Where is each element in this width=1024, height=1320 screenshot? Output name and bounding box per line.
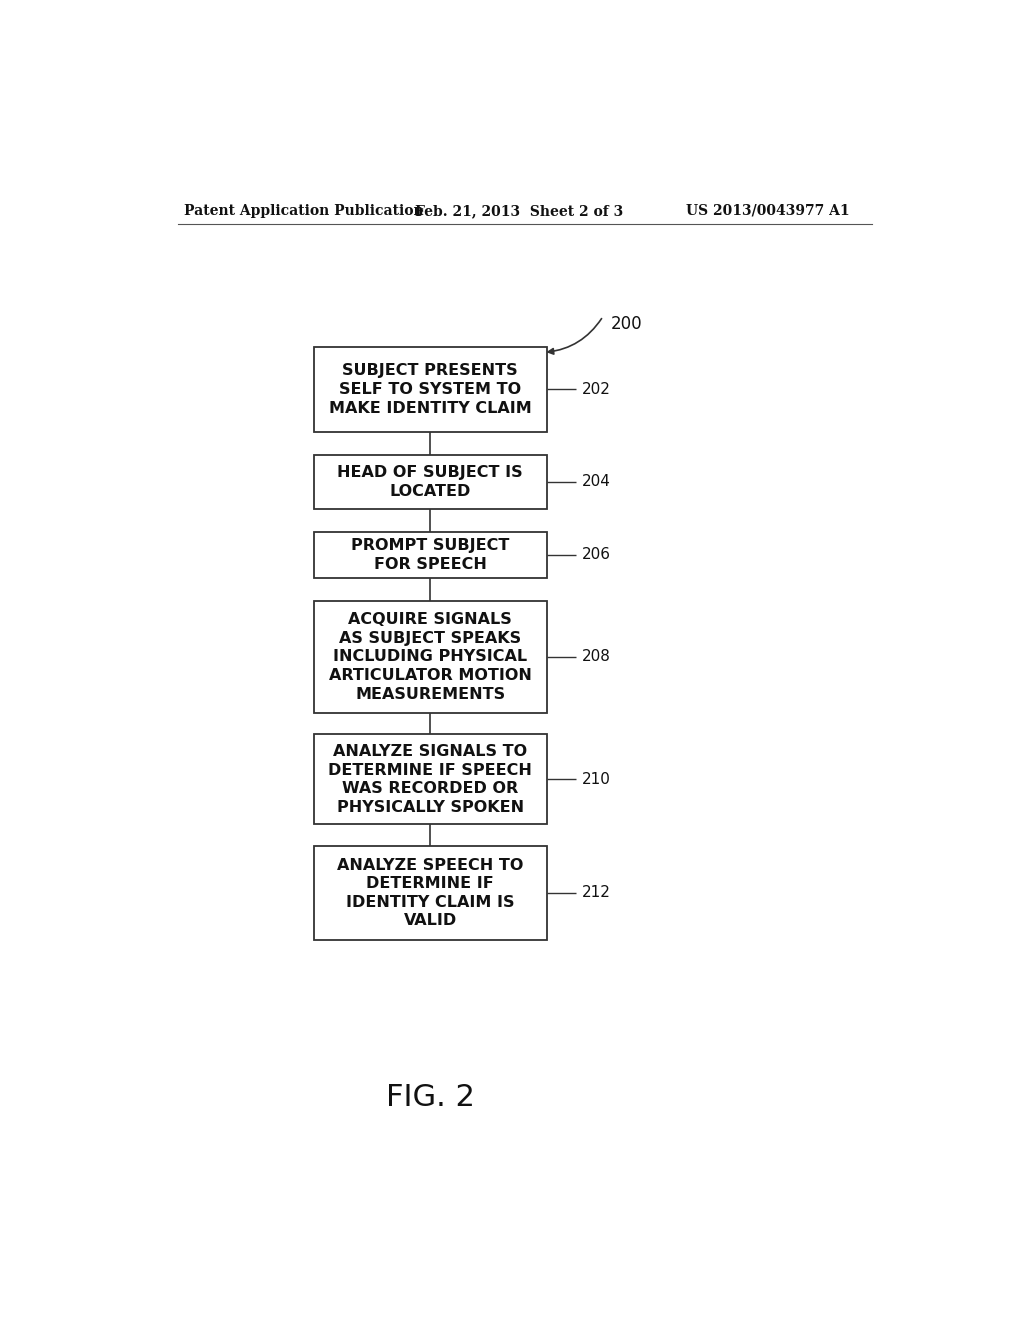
Text: HEAD OF SUBJECT IS
LOCATED: HEAD OF SUBJECT IS LOCATED xyxy=(338,465,523,499)
Bar xyxy=(314,532,547,578)
Text: ANALYZE SPEECH TO
DETERMINE IF
IDENTITY CLAIM IS
VALID: ANALYZE SPEECH TO DETERMINE IF IDENTITY … xyxy=(337,858,523,928)
Text: 200: 200 xyxy=(611,315,642,333)
Text: PROMPT SUBJECT
FOR SPEECH: PROMPT SUBJECT FOR SPEECH xyxy=(351,539,509,572)
Bar xyxy=(314,455,547,508)
Bar xyxy=(314,846,547,940)
Text: ACQUIRE SIGNALS
AS SUBJECT SPEAKS
INCLUDING PHYSICAL
ARTICULATOR MOTION
MEASUREM: ACQUIRE SIGNALS AS SUBJECT SPEAKS INCLUD… xyxy=(329,612,531,702)
Text: SUBJECT PRESENTS
SELF TO SYSTEM TO
MAKE IDENTITY CLAIM: SUBJECT PRESENTS SELF TO SYSTEM TO MAKE … xyxy=(329,363,531,416)
Text: FIG. 2: FIG. 2 xyxy=(386,1084,475,1113)
Text: Feb. 21, 2013  Sheet 2 of 3: Feb. 21, 2013 Sheet 2 of 3 xyxy=(415,203,623,218)
Bar xyxy=(314,601,547,713)
Text: 212: 212 xyxy=(583,886,611,900)
Bar xyxy=(314,734,547,825)
Text: 208: 208 xyxy=(583,649,611,664)
Text: Patent Application Publication: Patent Application Publication xyxy=(183,203,424,218)
Text: 204: 204 xyxy=(583,474,611,490)
Text: 210: 210 xyxy=(583,772,611,787)
Text: ANALYZE SIGNALS TO
DETERMINE IF SPEECH
WAS RECORDED OR
PHYSICALLY SPOKEN: ANALYZE SIGNALS TO DETERMINE IF SPEECH W… xyxy=(329,744,532,814)
Text: 202: 202 xyxy=(583,381,611,397)
Text: US 2013/0043977 A1: US 2013/0043977 A1 xyxy=(686,203,850,218)
Text: 206: 206 xyxy=(583,548,611,562)
Bar xyxy=(314,347,547,432)
